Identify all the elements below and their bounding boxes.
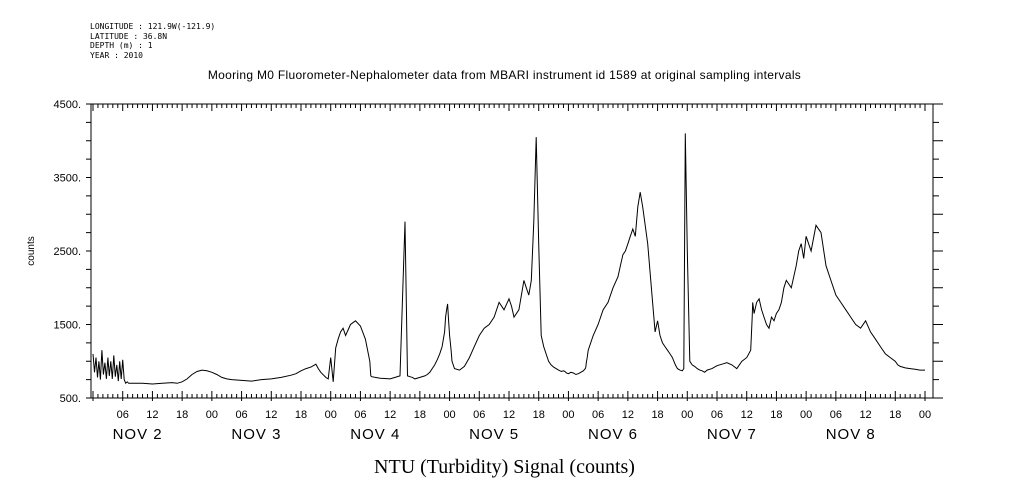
x-tick-label: 12 xyxy=(384,409,396,421)
x-tick-label: 06 xyxy=(830,409,842,421)
day-label: NOV 2 xyxy=(113,426,163,443)
chart-title: Mooring M0 Fluorometer-Nephalometer data… xyxy=(207,68,802,82)
x-tick-label: 18 xyxy=(295,409,307,421)
x-tick-label: 18 xyxy=(770,409,782,421)
x-tick-labels: 06 12 18 00 06 12 18 00 06 12 18 00 06 12 18 00 06 12 18 00… xyxy=(117,409,932,421)
latitude-text: LATITUDE : 36.8N xyxy=(90,31,168,41)
x-tick-label: 06 xyxy=(473,409,485,421)
x-axis-title: NTU (Turbidity) Signal (counts) xyxy=(374,456,635,478)
x-tick-label: 12 xyxy=(622,409,634,421)
day-label: NOV 8 xyxy=(826,426,876,443)
x-tick-label: 06 xyxy=(354,409,366,421)
y-tick-label: 4500. xyxy=(53,99,81,111)
x-tick-label: 12 xyxy=(503,409,515,421)
y-tick-label: 2500. xyxy=(53,246,81,258)
year-text: YEAR : 2010 xyxy=(90,50,143,60)
series-line-turbidity xyxy=(92,133,925,385)
x-tick-label: 06 xyxy=(592,409,604,421)
day-label: NOV 6 xyxy=(588,426,638,443)
axis-ticks xyxy=(86,103,943,401)
x-tick-label: 06 xyxy=(235,409,247,421)
x-tick-label: 00 xyxy=(919,409,931,421)
x-tick-label: 18 xyxy=(176,409,188,421)
x-tick-label: 00 xyxy=(562,409,574,421)
x-tick-label: 18 xyxy=(414,409,426,421)
day-labels: NOV 2 NOV 3 NOV 4 NOV 5 NOV 6 NOV 7 NOV 8 xyxy=(113,426,876,443)
y-tick-labels: 500. 1500. 2500. 3500. 4500. xyxy=(53,99,81,405)
day-label: NOV 4 xyxy=(350,426,400,443)
x-tick-label: 18 xyxy=(533,409,545,421)
x-tick-label: 00 xyxy=(325,409,337,421)
metadata-block: LONGITUDE : 121.9W(-121.9) LATITUDE : 36… xyxy=(90,22,215,60)
y-tick-label: 3500. xyxy=(53,173,81,185)
x-tick-label: 12 xyxy=(859,409,871,421)
x-tick-label: 18 xyxy=(651,409,663,421)
x-tick-label: 06 xyxy=(117,409,129,421)
y-axis-label: counts xyxy=(26,236,37,265)
x-tick-label: 12 xyxy=(741,409,753,421)
day-label: NOV 5 xyxy=(469,426,519,443)
day-label: NOV 7 xyxy=(707,426,757,443)
depth-text: DEPTH (m) : 1 xyxy=(90,41,153,50)
y-tick-label: 1500. xyxy=(53,320,81,332)
x-tick-label: 18 xyxy=(889,409,901,421)
day-label: NOV 3 xyxy=(231,426,281,443)
x-tick-label: 06 xyxy=(711,409,723,421)
longitude-text: LONGITUDE : 121.9W(-121.9) xyxy=(90,22,216,31)
plot-frame xyxy=(90,103,934,399)
y-tick-label: 500. xyxy=(60,393,81,405)
x-tick-label: 12 xyxy=(265,409,277,421)
x-tick-label: 00 xyxy=(681,409,693,421)
x-tick-label: 00 xyxy=(206,409,218,421)
x-tick-label: 00 xyxy=(800,409,812,421)
x-tick-label: 12 xyxy=(146,409,158,421)
x-tick-label: 00 xyxy=(443,409,455,421)
